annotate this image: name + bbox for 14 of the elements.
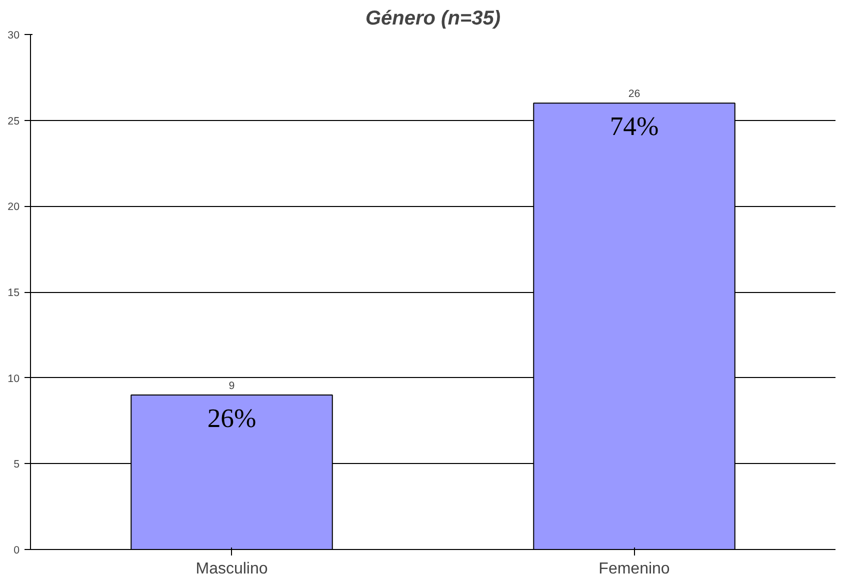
y-tick-label: 25 — [8, 115, 20, 128]
y-tick-label: 20 — [8, 201, 20, 214]
x-tick-label: Masculino — [196, 560, 268, 578]
y-tick-label: 15 — [8, 287, 20, 299]
data-label: 26 — [628, 88, 640, 100]
y-tick-label: 0 — [14, 544, 20, 556]
y-tick-label: 10 — [8, 372, 20, 385]
data-label: 9 — [228, 380, 235, 392]
chart-title: Género (n=35) — [365, 8, 501, 30]
annotation: 74% — [610, 111, 659, 142]
y-tick-label: 5 — [14, 458, 20, 471]
y-tick-label: 30 — [8, 30, 20, 42]
x-tick-label: Femenino — [598, 560, 670, 578]
annotation: 26% — [207, 403, 256, 433]
